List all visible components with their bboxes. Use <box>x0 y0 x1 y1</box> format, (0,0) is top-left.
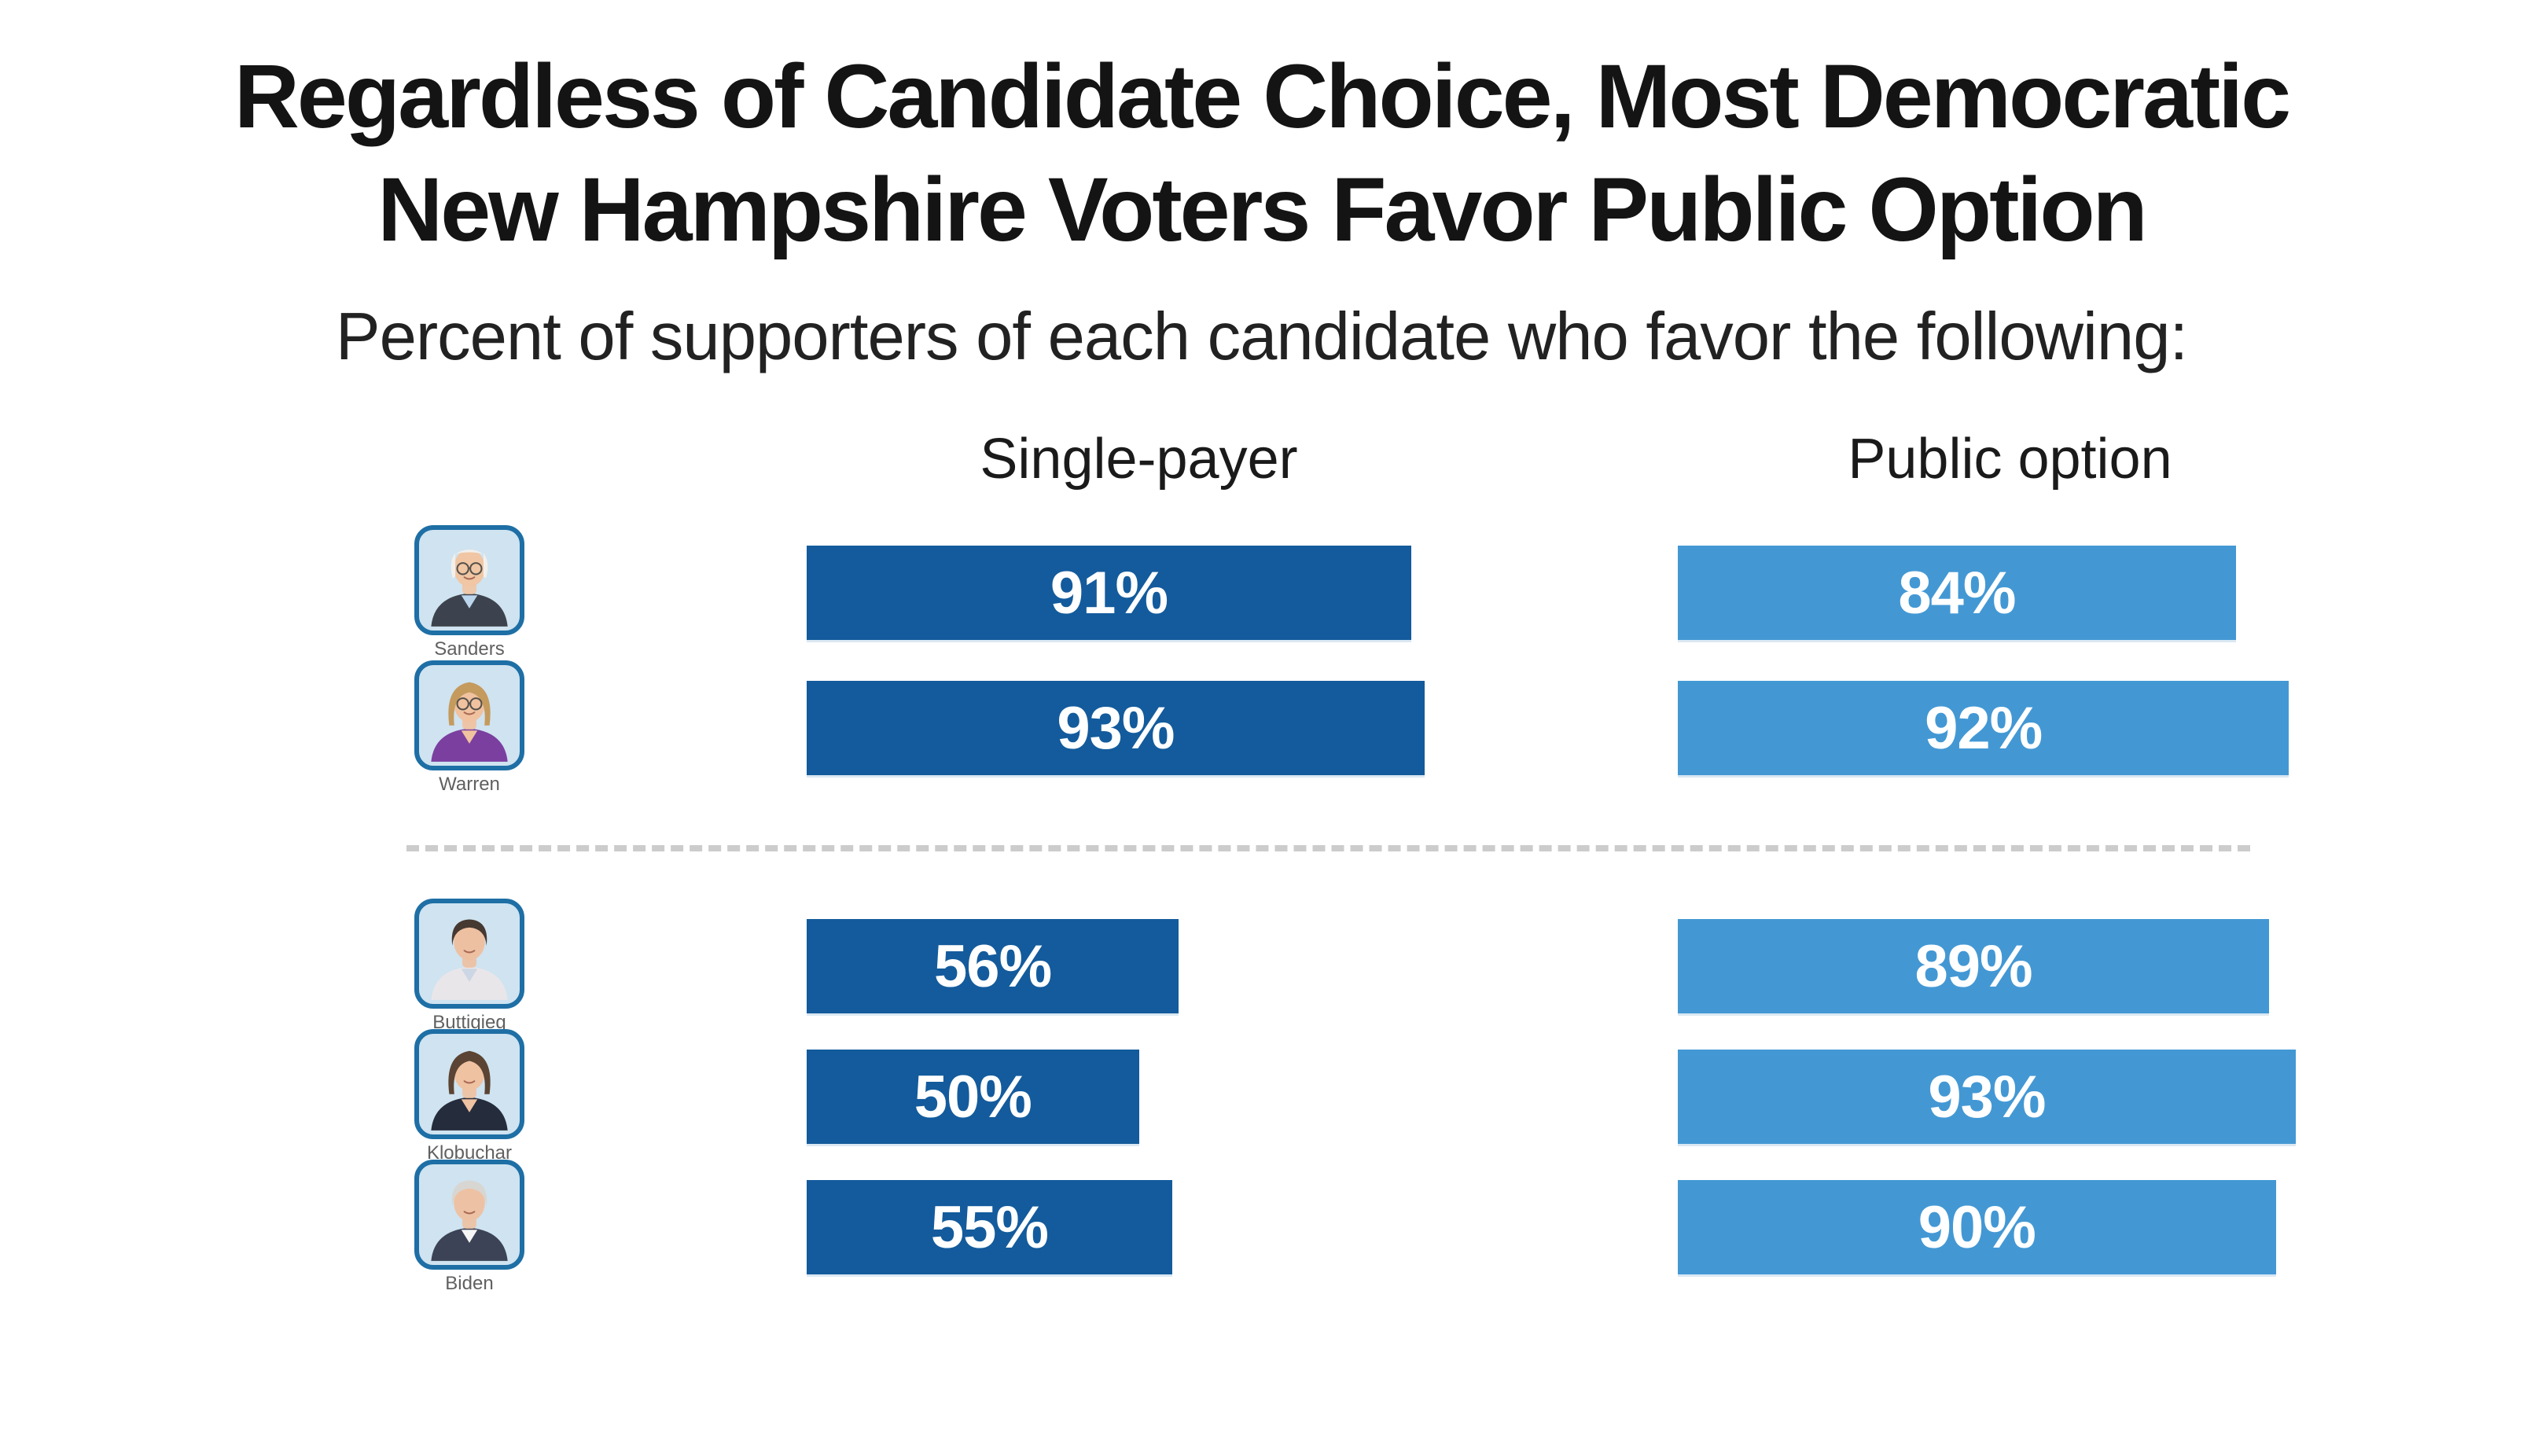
column-gap <box>1471 428 1678 491</box>
bar-value-label: 92% <box>1925 694 2043 762</box>
single-payer-bar: 56% <box>807 919 1179 1014</box>
candidate-label-cell: Biden <box>406 1160 807 1295</box>
candidate-portrait-icon <box>414 525 524 636</box>
candidate-portrait-icon <box>414 899 524 1009</box>
candidate-name: Sanders <box>434 638 505 660</box>
bar-value-label: 84% <box>1898 559 2016 627</box>
bar-value-label: 56% <box>934 932 1052 1000</box>
candidate-photo-block: Sanders <box>406 525 532 660</box>
public-option-bar: 92% <box>1678 681 2289 776</box>
bar-value-label: 93% <box>1928 1063 2046 1131</box>
candidate-photo-block: Warren <box>406 660 532 796</box>
public-option-bar-cell: 90% <box>1678 1180 2342 1275</box>
bar-chart: Sanders 91% 84% <box>0 525 2523 1295</box>
candidate-row-klobuchar: Klobuchar 50% 93% <box>406 1029 2523 1164</box>
page-title: Regardless of Candidate Choice, Most Dem… <box>31 41 2492 267</box>
candidate-label-cell: Buttigieg <box>406 899 807 1034</box>
candidate-label-cell: Sanders <box>406 525 807 660</box>
bar-value-label: 50% <box>914 1063 1032 1131</box>
candidate-label-cell: Klobuchar <box>406 1029 807 1164</box>
column-header-single-payer: Single-payer <box>980 428 1298 491</box>
single-payer-bar: 93% <box>807 681 1425 776</box>
candidate-photo-block: Biden <box>406 1160 532 1295</box>
single-payer-bar-cell: 50% <box>807 1050 1471 1145</box>
title-line-2: New Hampshire Voters Favor Public Option <box>377 159 2148 260</box>
single-payer-bar: 50% <box>807 1050 1139 1145</box>
candidate-name: Warren <box>439 774 500 796</box>
candidate-photo-block: Buttigieg <box>406 899 532 1034</box>
public-option-bar-cell: 92% <box>1678 681 2342 776</box>
single-payer-bar: 55% <box>807 1180 1172 1275</box>
single-payer-bar-cell: 91% <box>807 546 1471 641</box>
public-option-bar-cell: 84% <box>1678 546 2342 641</box>
candidate-row-sanders: Sanders 91% 84% <box>406 525 2523 660</box>
public-option-bar-cell: 93% <box>1678 1050 2342 1145</box>
page-subtitle: Percent of supporters of each candidate … <box>335 299 2188 374</box>
candidate-photo-block: Klobuchar <box>406 1029 532 1164</box>
candidate-portrait-icon <box>414 1029 524 1140</box>
public-option-bar: 84% <box>1678 546 2236 641</box>
bar-value-label: 55% <box>930 1193 1049 1261</box>
candidate-row-buttigieg: Buttigieg 56% 89% <box>406 899 2523 1034</box>
public-option-bar: 89% <box>1678 919 2270 1014</box>
single-payer-bar: 91% <box>807 546 1411 641</box>
public-option-bar-cell: 89% <box>1678 919 2342 1014</box>
single-payer-bar-cell: 93% <box>807 681 1471 776</box>
candidate-portrait-icon <box>414 660 524 771</box>
bar-value-label: 90% <box>1918 1193 2036 1261</box>
single-payer-bar-cell: 56% <box>807 919 1471 1014</box>
single-payer-bar-cell: 55% <box>807 1180 1471 1275</box>
title-line-1: Regardless of Candidate Choice, Most Dem… <box>234 46 2291 147</box>
column-header-public-option: Public option <box>1848 428 2172 491</box>
public-option-bar: 93% <box>1678 1050 2296 1145</box>
public-option-bar: 90% <box>1678 1180 2276 1275</box>
infographic-page: Regardless of Candidate Choice, Most Dem… <box>0 41 2523 1456</box>
group-divider-dashed-line <box>406 845 2250 852</box>
candidate-portrait-icon <box>414 1160 524 1270</box>
bar-value-label: 89% <box>1914 932 2032 1000</box>
column-headers: Single-payer Public option <box>807 428 2523 491</box>
bar-value-label: 91% <box>1050 559 1168 627</box>
candidate-row-biden: Biden 55% 90% <box>406 1160 2523 1295</box>
candidate-name: Biden <box>445 1273 494 1295</box>
bar-value-label: 93% <box>1057 694 1175 762</box>
candidate-label-cell: Warren <box>406 660 807 796</box>
candidate-row-warren: Warren 93% 92% <box>406 660 2523 796</box>
